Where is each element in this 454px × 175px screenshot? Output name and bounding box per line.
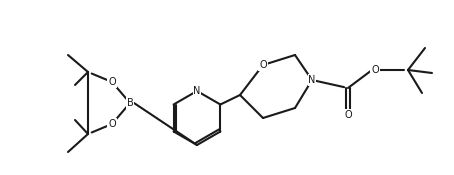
- Text: O: O: [371, 65, 379, 75]
- Text: N: N: [193, 86, 201, 96]
- Text: B: B: [127, 98, 133, 108]
- Text: O: O: [259, 60, 267, 70]
- Text: O: O: [108, 77, 116, 87]
- Text: O: O: [344, 110, 352, 120]
- Text: O: O: [108, 119, 116, 129]
- Text: N: N: [308, 75, 316, 85]
